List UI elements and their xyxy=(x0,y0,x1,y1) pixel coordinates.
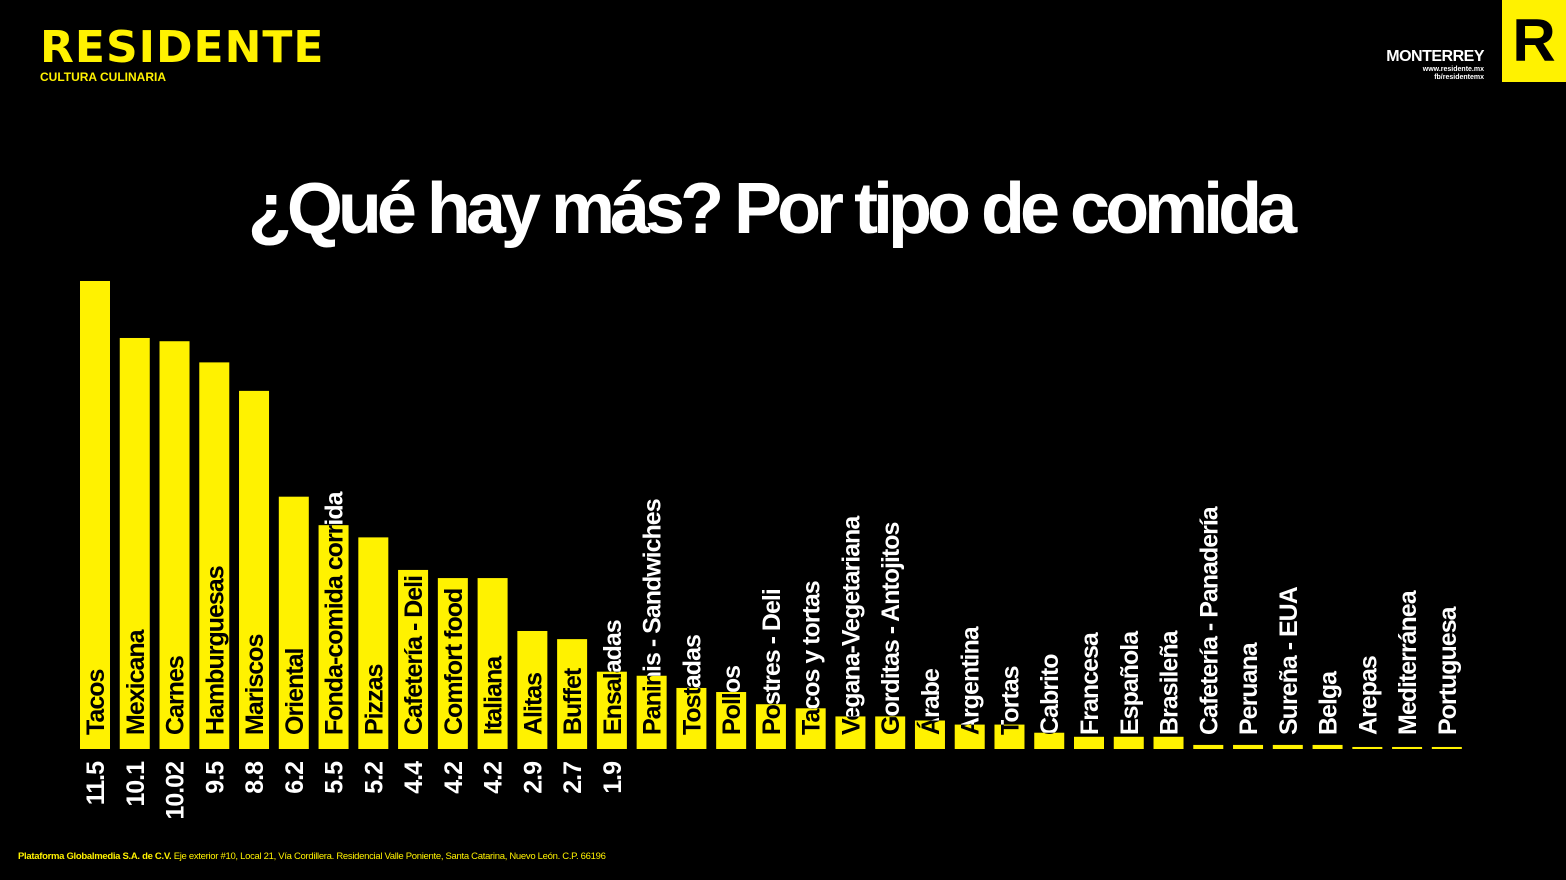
category-label: Gorditas - Antojitos xyxy=(877,523,905,735)
bar xyxy=(1074,736,1104,749)
bar xyxy=(1431,746,1462,749)
facebook: fb/residentemx xyxy=(1434,74,1484,81)
bar xyxy=(239,390,270,749)
bar xyxy=(477,578,508,749)
category-label: Peruana xyxy=(1235,641,1263,735)
bar xyxy=(159,341,190,749)
category-label: Tacos y tortas xyxy=(798,581,826,735)
bar xyxy=(557,639,588,749)
category-label: Italiana xyxy=(480,655,508,735)
bar xyxy=(1113,736,1144,749)
bar xyxy=(517,630,548,749)
category-label: Árabe xyxy=(916,668,945,735)
category-label: Tostadas xyxy=(678,635,706,735)
residente-logo: RESIDENTE CULTURA CULINARIA xyxy=(40,22,325,85)
bar xyxy=(954,724,985,749)
value-label: 10.02 xyxy=(162,762,190,820)
bar xyxy=(278,496,309,749)
bar xyxy=(119,337,150,749)
brand-name: RESIDENTE xyxy=(40,22,325,73)
value-label: 5.5 xyxy=(321,761,349,794)
category-label: Portuguesa xyxy=(1434,605,1462,735)
value-label: 4.2 xyxy=(480,762,508,794)
chart-title: ¿Qué hay más? Por tipo de comida xyxy=(247,169,1297,249)
value-label: 10.1 xyxy=(122,761,150,807)
category-label: Carnes xyxy=(162,656,190,735)
category-label: Arepas xyxy=(1354,656,1382,735)
bar xyxy=(716,692,747,749)
brand-tagline: CULTURA CULINARIA xyxy=(40,70,166,84)
category-label: Fonda-comida corrida xyxy=(321,490,349,735)
bar xyxy=(755,704,786,749)
bar xyxy=(437,578,468,749)
category-label: Oriental xyxy=(281,648,309,735)
value-label: 2.9 xyxy=(519,762,547,794)
bar xyxy=(1352,746,1383,749)
bar xyxy=(914,720,945,749)
bar xyxy=(835,716,866,749)
category-label: Belga xyxy=(1315,670,1343,735)
bar xyxy=(1034,732,1065,749)
category-label: Buffet xyxy=(559,667,587,735)
bar xyxy=(676,687,707,749)
category-label: Mediterránea xyxy=(1394,589,1422,735)
category-label: Mariscos xyxy=(241,635,269,735)
bar xyxy=(994,724,1025,749)
bar xyxy=(80,281,110,749)
category-label: Francesa xyxy=(1076,631,1104,735)
category-label: Sureña - EUA xyxy=(1275,586,1303,735)
value-label: 4.2 xyxy=(440,762,468,794)
category-label: Ensaladas xyxy=(599,620,627,735)
bar xyxy=(1392,746,1423,749)
category-label: Pizzas xyxy=(360,664,388,735)
category-label: Española xyxy=(1116,630,1144,735)
footer-company: Plataforma Globalmedia S.A. de C.V. xyxy=(18,851,172,862)
category-label: Brasileña xyxy=(1156,629,1184,735)
bar xyxy=(1233,744,1264,749)
category-label: Alitas xyxy=(519,673,547,735)
bar xyxy=(398,569,429,749)
category-label: Comfort food xyxy=(440,589,468,735)
category-label: Hamburguesas xyxy=(201,566,229,735)
category-label: Argentina xyxy=(957,625,985,735)
r-badge-logo: R xyxy=(1502,0,1566,82)
category-label: Cafetería - Deli xyxy=(400,576,428,735)
bar xyxy=(1272,744,1303,749)
value-label: 5.2 xyxy=(360,762,388,794)
bar xyxy=(1312,744,1343,749)
category-label: Tortas xyxy=(996,666,1024,735)
value-label: 1.9 xyxy=(599,762,627,794)
value-label: 11.5 xyxy=(82,761,110,805)
category-label: Vegana-Vegetariana xyxy=(837,515,865,735)
category-label: Mexicana xyxy=(122,628,150,735)
category-label: Cafetería - Panadería xyxy=(1195,505,1223,735)
category-label: Cabrito xyxy=(1036,654,1064,735)
bar xyxy=(1153,736,1184,749)
value-label: 4.4 xyxy=(400,761,428,794)
bar xyxy=(358,537,389,749)
bar xyxy=(596,671,627,749)
bar xyxy=(1193,744,1224,749)
category-label: Pollos xyxy=(718,666,746,735)
bar xyxy=(318,525,349,749)
city-block: MONTERREY www.residente.mx fb/residentem… xyxy=(1386,48,1484,82)
value-label: 9.5 xyxy=(201,761,229,794)
bar xyxy=(795,708,826,749)
category-label: Tacos xyxy=(82,670,110,735)
category-label: Paninis - Sandwiches xyxy=(639,499,667,735)
website: www.residente.mx xyxy=(1422,66,1484,73)
value-label: 8.8 xyxy=(241,761,269,794)
category-label: Postres - Deli xyxy=(758,589,786,735)
footer: Plataforma Globalmedia S.A. de C.V. Eje … xyxy=(18,851,606,862)
city-name: MONTERREY xyxy=(1386,48,1484,65)
bar xyxy=(636,675,667,749)
value-label: 2.7 xyxy=(559,762,587,794)
value-label: 6.2 xyxy=(281,762,309,794)
bar xyxy=(199,362,230,749)
bar xyxy=(875,716,906,749)
footer-address: Eje exterior #10, Local 21, Vía Cordille… xyxy=(173,851,606,862)
